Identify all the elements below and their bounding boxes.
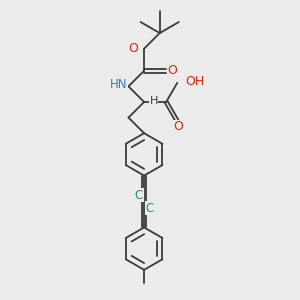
Text: O: O: [168, 64, 178, 77]
Text: OH: OH: [185, 75, 205, 88]
Text: HN: HN: [110, 78, 127, 91]
Text: O: O: [173, 121, 183, 134]
Text: H: H: [149, 95, 158, 106]
Text: C: C: [135, 188, 143, 202]
Text: O: O: [128, 42, 138, 55]
Text: C: C: [145, 202, 154, 214]
